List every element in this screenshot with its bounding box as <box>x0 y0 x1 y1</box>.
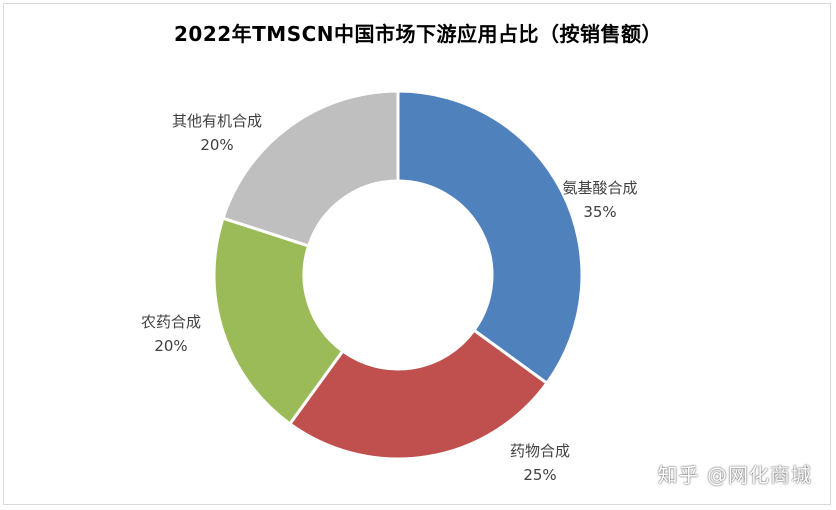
donut-slice-1 <box>396 89 584 386</box>
chart-title: 2022年TMSCN中国市场下游应用占比（按销售额） <box>173 22 663 46</box>
donut-slice-3 <box>212 216 345 426</box>
chart-frame: 2022年TMSCN中国市场下游应用占比（按销售额） 氨基酸合成 35% 药物合成 2… <box>3 3 831 505</box>
slice-value-3: 20% <box>154 337 187 355</box>
watermark: 知乎 @网化商城 <box>657 463 812 487</box>
slice-label-3: 农药合成 <box>141 313 201 331</box>
slice-label-4: 其他有机合成 <box>172 112 262 130</box>
slice-label-2: 药物合成 <box>510 442 570 460</box>
donut-chart: 氨基酸合成 35% 药物合成 25% 农药合成 20% 其他有机合成 20% <box>141 89 638 484</box>
slice-label-1: 氨基酸合成 <box>562 179 637 197</box>
donut-slice-2 <box>287 328 549 461</box>
slice-value-2: 25% <box>523 466 556 484</box>
donut-slice-4 <box>221 89 400 248</box>
slice-value-4: 20% <box>200 136 233 154</box>
slice-value-1: 35% <box>583 203 616 221</box>
